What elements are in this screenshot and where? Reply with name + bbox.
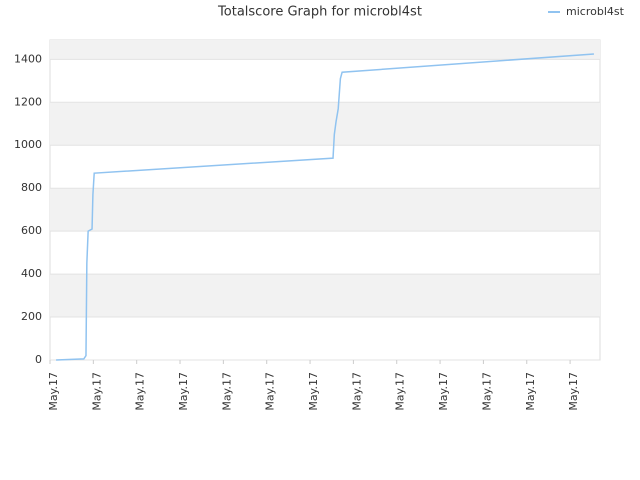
x-tick-label: May.17 — [307, 372, 320, 411]
x-tick-label: May.17 — [437, 372, 450, 411]
x-tick-label: May.17 — [90, 372, 103, 411]
grid-band — [50, 102, 600, 146]
y-tick-label: 600 — [21, 224, 42, 237]
y-tick-label: 1000 — [14, 138, 42, 151]
grid-band — [50, 188, 600, 232]
grid-band — [50, 274, 600, 318]
x-tick-label: May.17 — [480, 372, 493, 411]
x-tick-label: May.17 — [177, 372, 190, 411]
y-tick-label: 800 — [21, 181, 42, 194]
x-tick-label: May.17 — [220, 372, 233, 411]
x-tick-label: May.17 — [264, 372, 277, 411]
x-tick-label: May.17 — [567, 372, 580, 411]
x-tick-label: May.17 — [134, 372, 147, 411]
y-tick-label: 0 — [35, 353, 42, 366]
y-tick-label: 1400 — [14, 52, 42, 65]
x-tick-label: May.17 — [524, 372, 537, 411]
legend-label: microbl4st — [566, 5, 625, 18]
line — [56, 53, 594, 361]
y-tick-label: 200 — [21, 310, 42, 323]
y-tick-label: 1200 — [14, 95, 42, 108]
x-tick-label: May.17 — [47, 372, 60, 411]
chart-title: Totalscore Graph for microbl4st — [217, 5, 422, 20]
x-tick-label: May.17 — [394, 372, 407, 411]
grid-band — [50, 40, 600, 60]
x-tick-label: May.17 — [350, 372, 363, 411]
y-tick-label: 400 — [21, 267, 42, 280]
